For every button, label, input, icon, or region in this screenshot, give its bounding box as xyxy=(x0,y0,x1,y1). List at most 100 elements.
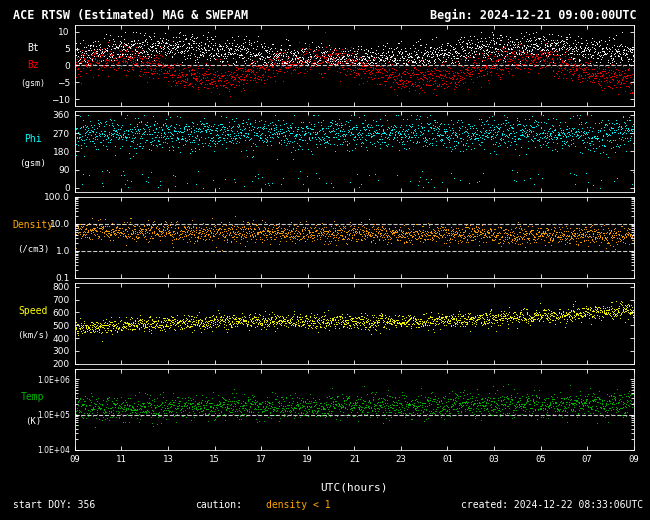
Point xyxy=(184,408,194,417)
Point xyxy=(490,232,501,241)
Point xyxy=(460,314,470,322)
Point xyxy=(476,134,487,142)
Point xyxy=(296,318,307,326)
Point xyxy=(274,398,284,407)
Point xyxy=(621,82,631,90)
Point xyxy=(478,46,489,55)
Point xyxy=(351,317,361,325)
Point xyxy=(292,398,302,406)
Point xyxy=(336,403,346,411)
Point xyxy=(310,54,320,62)
Point xyxy=(435,401,445,410)
Point xyxy=(435,49,445,58)
Point xyxy=(207,399,217,407)
Point xyxy=(129,408,140,417)
Point xyxy=(194,233,205,242)
Point xyxy=(278,58,289,67)
Point xyxy=(351,121,361,129)
Point xyxy=(225,132,235,140)
Point xyxy=(114,42,124,50)
Point xyxy=(114,129,125,137)
Point xyxy=(606,144,616,152)
Point xyxy=(491,56,502,64)
Point xyxy=(601,229,611,238)
Point xyxy=(348,111,359,119)
Point xyxy=(246,68,257,76)
Point xyxy=(358,399,368,407)
Point xyxy=(315,140,325,148)
Point xyxy=(222,129,233,138)
Point xyxy=(88,405,99,413)
Point xyxy=(155,123,166,132)
Point xyxy=(289,62,300,71)
Point xyxy=(505,129,515,138)
Point xyxy=(396,50,406,58)
Point xyxy=(463,69,474,77)
Point xyxy=(327,60,337,69)
Point xyxy=(218,323,229,331)
Point xyxy=(566,132,577,140)
Point xyxy=(103,38,113,46)
Point xyxy=(233,318,243,326)
Point xyxy=(552,404,562,412)
Point xyxy=(214,126,225,135)
Point xyxy=(229,178,240,186)
Point xyxy=(142,317,152,326)
Point xyxy=(320,57,331,65)
Point xyxy=(398,78,409,86)
Point xyxy=(480,34,490,42)
Point xyxy=(402,317,413,326)
Point xyxy=(246,68,256,76)
Point xyxy=(172,316,182,324)
Point xyxy=(298,401,308,410)
Point xyxy=(280,315,290,323)
Point xyxy=(344,51,354,59)
Point xyxy=(378,127,388,135)
Point xyxy=(330,49,340,57)
Point xyxy=(389,398,400,407)
Point xyxy=(174,68,184,76)
Point xyxy=(358,123,369,132)
Point xyxy=(218,57,228,66)
Point xyxy=(290,50,300,59)
Point xyxy=(318,240,329,248)
Point xyxy=(109,229,119,237)
Point xyxy=(324,237,334,245)
Point xyxy=(390,55,400,63)
Point xyxy=(206,75,216,83)
Point xyxy=(255,405,265,413)
Point xyxy=(608,399,619,408)
Point xyxy=(564,53,574,61)
Point xyxy=(99,415,110,423)
Point xyxy=(292,58,302,67)
Point xyxy=(503,45,514,53)
Point xyxy=(609,307,619,315)
Point xyxy=(168,126,179,134)
Point xyxy=(92,58,102,67)
Point xyxy=(310,226,320,234)
Point xyxy=(369,400,379,408)
Point xyxy=(208,41,218,49)
Point xyxy=(434,230,445,239)
Point xyxy=(302,314,313,322)
Point xyxy=(356,222,367,230)
Point xyxy=(303,145,313,153)
Point xyxy=(521,318,531,326)
Point xyxy=(386,52,396,60)
Point xyxy=(357,59,367,67)
Point xyxy=(459,398,469,406)
Point xyxy=(209,73,220,81)
Point xyxy=(307,150,318,159)
Point xyxy=(569,311,579,319)
Point xyxy=(411,49,422,58)
Point xyxy=(386,239,396,247)
Point xyxy=(619,224,629,232)
Point xyxy=(385,235,395,243)
Point xyxy=(462,129,473,137)
Point xyxy=(241,231,252,240)
Point xyxy=(354,59,365,68)
Point xyxy=(463,56,473,64)
Point xyxy=(189,66,200,74)
Point xyxy=(218,398,228,407)
Point xyxy=(543,226,554,235)
